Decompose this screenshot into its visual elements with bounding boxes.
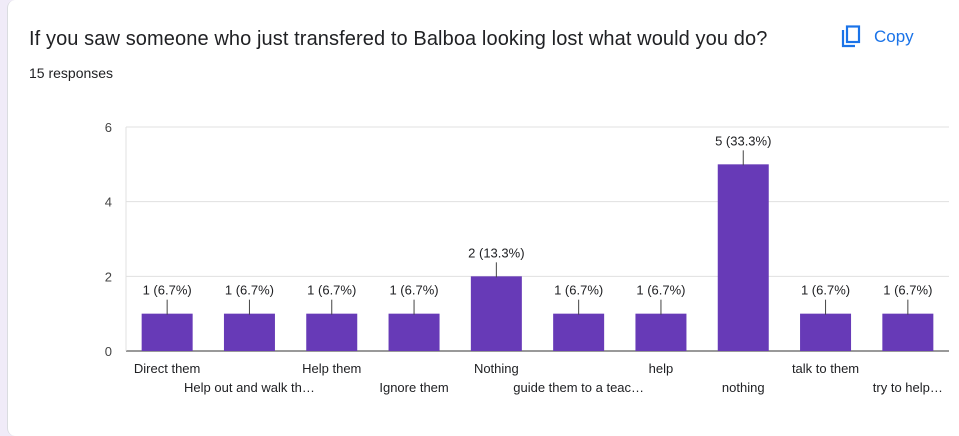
question-card <box>7 0 959 436</box>
y-tick-label: 0 <box>105 344 112 359</box>
bar <box>388 313 440 351</box>
category-label: Direct them <box>134 361 200 376</box>
copy-button[interactable]: Copy <box>838 22 914 52</box>
category-label: Help out and walk th… <box>184 380 315 395</box>
bar <box>635 313 687 351</box>
data-label: 1 (6.7%) <box>883 283 932 298</box>
bar <box>141 313 193 351</box>
category-label: try to help… <box>873 380 943 395</box>
data-label: 1 (6.7%) <box>636 283 685 298</box>
bar <box>882 313 934 351</box>
bar <box>717 164 769 351</box>
data-label: 1 (6.7%) <box>143 283 192 298</box>
bar <box>800 313 852 351</box>
category-label: Ignore them <box>379 380 448 395</box>
category-label: Nothing <box>474 361 519 376</box>
data-label: 1 (6.7%) <box>389 283 438 298</box>
data-label: 2 (13.3%) <box>468 245 524 260</box>
bar <box>306 313 358 351</box>
data-label: 1 (6.7%) <box>801 283 850 298</box>
bar <box>223 313 275 351</box>
copy-icon <box>838 24 864 50</box>
category-label: talk to them <box>792 361 859 376</box>
bar <box>553 313 605 351</box>
copy-button-label: Copy <box>874 27 914 46</box>
y-tick-label: 6 <box>105 120 112 135</box>
bar <box>470 276 522 351</box>
y-tick-label: 2 <box>105 269 112 284</box>
y-tick-label: 4 <box>105 195 112 210</box>
category-label: Help them <box>302 361 361 376</box>
data-label: 1 (6.7%) <box>307 283 356 298</box>
category-label: nothing <box>722 380 765 395</box>
response-count: 15 responses <box>29 65 114 81</box>
category-label: guide them to a teac… <box>513 380 644 395</box>
question-title: If you saw someone who just transfered t… <box>29 28 768 50</box>
data-label: 1 (6.7%) <box>554 283 603 298</box>
data-label: 1 (6.7%) <box>225 283 274 298</box>
category-label: help <box>649 361 674 376</box>
data-label: 5 (33.3%) <box>715 133 771 148</box>
